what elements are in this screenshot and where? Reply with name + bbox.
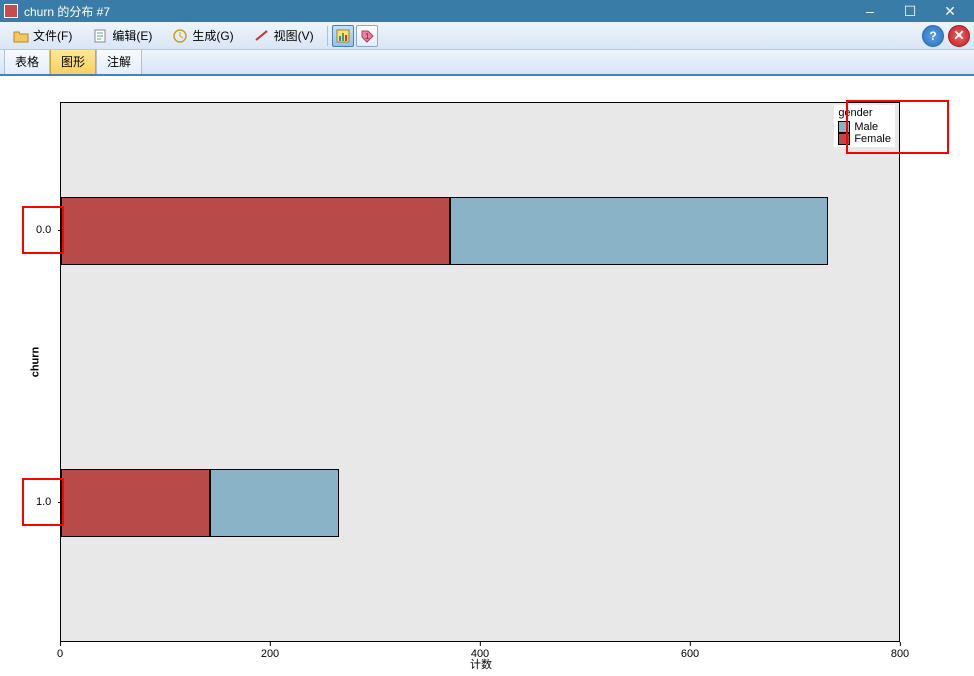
chart-toolbar-icon xyxy=(336,29,350,43)
xtick-200-label: 200 xyxy=(261,648,279,660)
legend-label-male: Male xyxy=(854,121,878,133)
tab-graph[interactable]: 图形 xyxy=(50,48,96,74)
help-button[interactable]: ? xyxy=(922,25,944,47)
bar-1-male xyxy=(210,469,339,537)
menu-generate[interactable]: 生成(G) xyxy=(163,24,242,47)
legend-item-female: Female xyxy=(838,133,891,145)
legend: gender Male Female xyxy=(834,105,895,147)
window-close-button[interactable]: ✕ xyxy=(930,0,970,22)
legend-swatch-male xyxy=(838,121,850,133)
bar-1-female xyxy=(61,469,210,537)
maximize-button[interactable]: ☐ xyxy=(890,0,930,22)
legend-swatch-female xyxy=(838,133,850,145)
window-title: churn 的分布 #7 xyxy=(24,3,850,20)
menu-separator xyxy=(327,26,328,46)
bar-0-female xyxy=(61,197,450,265)
ytick-1: 1.0 xyxy=(36,496,51,508)
xtick-600: 600 xyxy=(681,648,699,660)
app-icon xyxy=(4,4,18,18)
minimize-button[interactable]: – xyxy=(850,0,890,22)
svg-text:1: 1 xyxy=(365,32,370,41)
bar-0-male xyxy=(450,197,828,265)
menubar: 文件(F) 编辑(E) 生成(G) 视图(V) 1 ? ✕ xyxy=(0,22,974,50)
tabbar: 表格 图形 注解 xyxy=(0,50,974,76)
menubar-right: ? ✕ xyxy=(922,25,970,47)
tag-toolbar-icon: 1 xyxy=(360,29,374,43)
ytick-0: 0.0 xyxy=(36,224,51,236)
menu-generate-label: 生成(G) xyxy=(192,27,233,44)
legend-title: gender xyxy=(838,107,891,119)
xtick-200: 200 xyxy=(261,648,279,660)
toolbar-tag-button[interactable]: 1 xyxy=(356,25,378,47)
legend-label-female: Female xyxy=(854,133,891,145)
view-icon xyxy=(254,28,270,44)
window-controls: – ☐ ✕ xyxy=(850,0,970,22)
legend-item-male: Male xyxy=(838,121,891,133)
menu-edit-label: 编辑(E) xyxy=(112,27,152,44)
window-titlebar: churn 的分布 #7 – ☐ ✕ xyxy=(0,0,974,22)
ytick-1-label: 1.0 xyxy=(36,496,51,508)
xtick-0-label: 0 xyxy=(57,648,63,660)
y-axis-title: churn xyxy=(29,347,41,378)
xtick-800: 800 xyxy=(891,648,909,660)
menu-view-label: 视图(V) xyxy=(274,27,314,44)
xtick-600-label: 600 xyxy=(681,648,699,660)
edit-icon xyxy=(92,28,108,44)
menu-file[interactable]: 文件(F) xyxy=(4,24,81,47)
chart-area: churn 0.0 1.0 gender Male Female 0 xyxy=(0,76,974,676)
xtick-800-label: 800 xyxy=(891,648,909,660)
dialog-close-button[interactable]: ✕ xyxy=(948,25,970,47)
ytick-0-label: 0.0 xyxy=(36,224,51,236)
xtick-0: 0 xyxy=(57,648,63,660)
tab-table[interactable]: 表格 xyxy=(4,48,50,74)
x-axis-title: 计数 xyxy=(470,656,492,672)
menu-file-label: 文件(F) xyxy=(33,27,72,44)
menu-view[interactable]: 视图(V) xyxy=(245,24,323,47)
plot-area[interactable]: gender Male Female xyxy=(60,102,900,642)
folder-icon xyxy=(13,28,29,44)
menu-edit[interactable]: 编辑(E) xyxy=(83,24,161,47)
toolbar-chart-button[interactable] xyxy=(332,25,354,47)
generate-icon xyxy=(172,28,188,44)
tab-annotation[interactable]: 注解 xyxy=(96,48,142,74)
